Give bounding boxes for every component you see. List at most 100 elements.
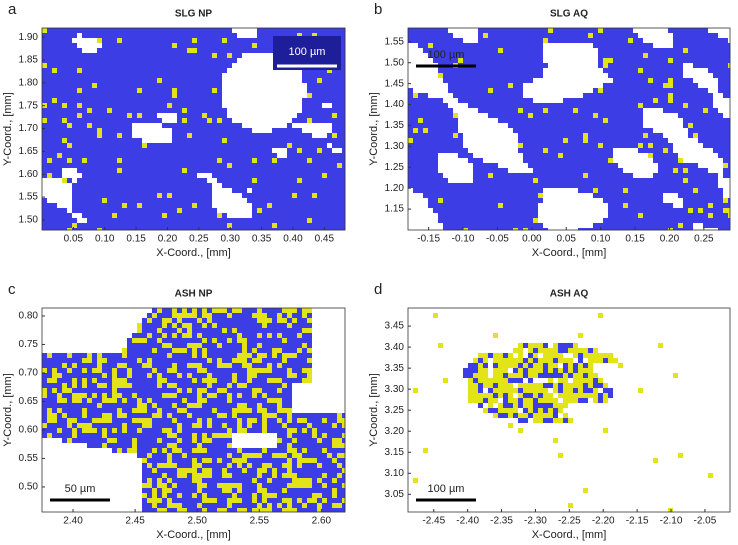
map-cell	[558, 33, 563, 38]
map-cell	[593, 198, 598, 203]
map-cell	[72, 128, 77, 133]
map-cell	[127, 48, 132, 53]
map-cell	[693, 128, 698, 133]
map-cell	[563, 168, 568, 173]
map-cell	[117, 193, 122, 198]
map-cell	[593, 148, 598, 153]
map-cell	[578, 113, 583, 118]
map-cell	[52, 203, 57, 208]
map-cell	[598, 153, 603, 158]
map-cell	[523, 103, 528, 108]
map-cell	[648, 78, 653, 83]
map-cell	[337, 28, 342, 33]
map-cell	[663, 43, 668, 48]
map-cell	[553, 78, 558, 83]
map-cell	[633, 153, 638, 158]
map-cell	[653, 108, 658, 113]
map-cell	[433, 128, 438, 133]
map-cell	[508, 98, 513, 103]
map-cell	[558, 148, 563, 153]
map-cell	[212, 223, 217, 228]
map-cell	[162, 158, 167, 163]
map-cell	[628, 198, 633, 203]
map-cell	[653, 143, 658, 148]
map-cell	[553, 53, 558, 58]
map-cell	[413, 53, 418, 58]
map-cell	[563, 178, 568, 183]
map-cell	[327, 173, 332, 178]
map-cell	[72, 138, 77, 143]
map-cell	[252, 98, 257, 103]
map-cell	[337, 223, 342, 228]
map-cell	[107, 208, 112, 213]
map-cell	[703, 133, 708, 138]
map-cell	[297, 218, 302, 223]
map-cell	[322, 93, 327, 98]
map-cell	[498, 178, 503, 183]
map-cell	[653, 198, 658, 203]
map-cell	[613, 73, 618, 78]
map-cell	[463, 168, 468, 173]
map-cell	[187, 213, 192, 218]
map-cell	[217, 103, 222, 108]
map-cell	[678, 198, 683, 203]
map-cell	[322, 103, 327, 108]
map-cell	[653, 93, 658, 98]
map-cell	[227, 53, 232, 58]
map-cell	[262, 83, 267, 88]
map-cell	[683, 158, 688, 163]
map-cell	[232, 133, 237, 138]
map-cell	[458, 113, 463, 118]
map-cell	[327, 198, 332, 203]
map-cell	[52, 143, 57, 148]
map-cell	[47, 208, 52, 213]
map-cell	[227, 138, 232, 143]
map-cell	[157, 123, 162, 128]
map-cell	[177, 93, 182, 98]
map-cell	[82, 218, 87, 223]
map-cell	[192, 43, 197, 48]
map-cell	[207, 28, 212, 33]
map-cell	[523, 178, 528, 183]
map-cell	[523, 163, 528, 168]
map-cell	[568, 178, 573, 183]
map-cell	[137, 63, 142, 68]
map-cell	[573, 128, 578, 133]
map-cell	[297, 183, 302, 188]
map-cell	[423, 138, 428, 143]
map-cell	[408, 73, 413, 78]
map-cell	[658, 193, 663, 198]
map-cell	[428, 38, 433, 43]
map-cell	[207, 143, 212, 148]
map-cell	[212, 128, 217, 133]
map-cell	[72, 148, 77, 153]
map-cell	[638, 153, 643, 158]
map-cell	[713, 48, 718, 53]
map-cell	[232, 33, 237, 38]
map-cell	[638, 143, 643, 148]
map-cell	[458, 83, 463, 88]
map-cell	[508, 133, 513, 138]
map-cell	[653, 63, 658, 68]
map-cell	[553, 33, 558, 38]
map-cell	[608, 193, 613, 198]
map-cell	[548, 53, 553, 58]
map-cell	[62, 183, 67, 188]
map-cell	[603, 98, 608, 103]
map-cell	[583, 103, 588, 108]
map-cell	[693, 133, 698, 138]
map-cell	[653, 78, 658, 83]
map-cell	[658, 128, 663, 133]
map-cell	[62, 78, 67, 83]
map-cell	[277, 168, 282, 173]
map-cell	[693, 78, 698, 83]
map-cell	[247, 63, 252, 68]
map-cell	[638, 138, 643, 143]
map-cell	[42, 38, 47, 43]
map-cell	[162, 28, 167, 33]
map-cell	[152, 213, 157, 218]
map-cell	[623, 138, 628, 143]
map-cell	[202, 108, 207, 113]
map-cell	[322, 78, 327, 83]
map-cell	[548, 208, 553, 213]
